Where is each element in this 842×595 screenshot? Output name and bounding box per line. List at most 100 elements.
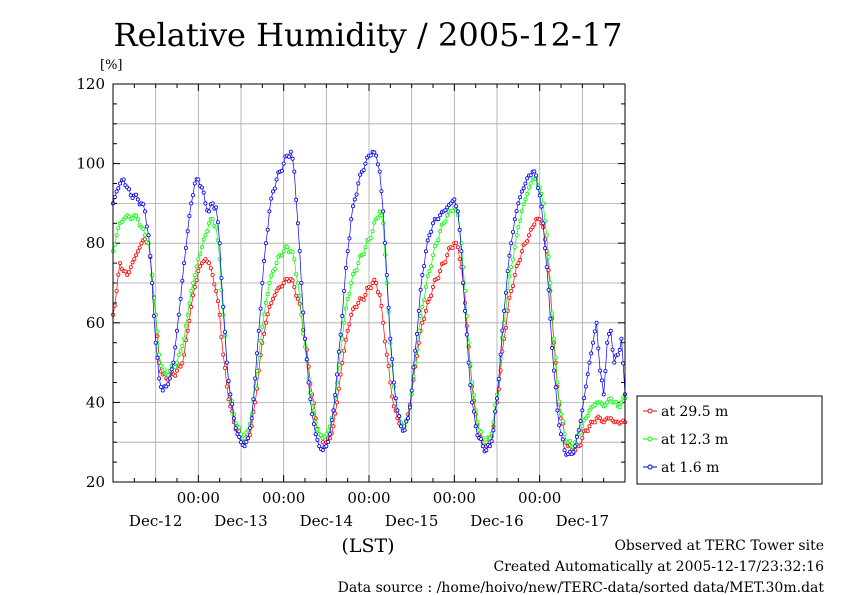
data-point (539, 204, 544, 209)
data-point (450, 208, 455, 213)
data-point (279, 168, 284, 173)
data-point (612, 360, 617, 365)
data-point (226, 397, 231, 402)
data-point (190, 193, 195, 198)
data-point (470, 400, 475, 405)
data-point (608, 396, 613, 401)
data-point (130, 260, 135, 265)
data-point (436, 276, 441, 281)
data-point (185, 328, 190, 333)
data-point (310, 412, 315, 417)
x-tick-date-label: Dec-13 (214, 512, 267, 530)
footer-source-line: Data source : /home/hoivo/new/TERC-data/… (338, 580, 825, 595)
data-point (489, 439, 494, 444)
data-point (555, 408, 560, 413)
data-point (189, 201, 194, 206)
data-point (206, 261, 211, 266)
data-point (601, 392, 606, 397)
data-point (578, 419, 583, 424)
data-point (454, 240, 459, 245)
data-point (203, 233, 208, 238)
data-point (116, 186, 121, 191)
legend-label: at 1.6 m (661, 460, 719, 476)
data-point (187, 301, 192, 306)
data-point (557, 423, 562, 428)
data-point (514, 264, 519, 269)
data-point (338, 372, 343, 377)
data-point (527, 233, 532, 238)
data-point (615, 352, 620, 357)
data-point (580, 424, 585, 429)
data-point (454, 204, 459, 209)
data-point (182, 352, 187, 357)
y-tick-label: 120 (76, 75, 105, 93)
data-point (452, 197, 457, 202)
data-point (130, 216, 135, 221)
data-point (224, 384, 229, 389)
data-point (598, 416, 603, 421)
data-point (429, 229, 434, 234)
data-point (196, 269, 201, 274)
data-point (390, 394, 395, 399)
data-point (127, 187, 132, 192)
chart-title: Relative Humidity / 2005-12-17 (114, 16, 623, 54)
data-point (461, 280, 466, 285)
data-point (253, 400, 258, 405)
data-point (112, 242, 117, 247)
legend-swatch-marker (647, 464, 653, 470)
data-point (512, 217, 517, 222)
data-point (260, 324, 265, 329)
data-point (493, 409, 498, 414)
data-point (173, 373, 178, 378)
data-point (142, 209, 147, 214)
data-point (391, 380, 396, 385)
data-point (190, 281, 195, 286)
data-point (135, 249, 140, 254)
data-point (484, 440, 489, 445)
data-point (349, 280, 354, 285)
data-point (375, 162, 380, 167)
data-point (141, 202, 146, 207)
data-point (368, 236, 373, 241)
data-point (205, 229, 210, 234)
data-point (292, 257, 297, 262)
data-point (265, 227, 270, 232)
data-point (288, 149, 293, 154)
data-point (509, 241, 514, 246)
data-point (221, 352, 226, 357)
data-point (509, 265, 514, 270)
data-point (361, 168, 366, 173)
x-tick-time-label: 00:00 (433, 489, 476, 507)
data-point (418, 313, 423, 318)
data-point (516, 201, 521, 206)
data-point (450, 245, 455, 250)
data-point (281, 161, 286, 166)
data-point (427, 233, 432, 238)
data-point (146, 241, 151, 246)
data-point (534, 173, 539, 178)
data-point (596, 346, 601, 351)
data-point (262, 312, 267, 317)
data-point (308, 397, 313, 402)
data-point (379, 303, 384, 308)
data-point (137, 245, 142, 250)
data-point (361, 252, 366, 257)
data-point (178, 348, 183, 353)
data-point (286, 154, 291, 159)
data-point (217, 241, 222, 246)
data-point (382, 339, 387, 344)
data-point (375, 215, 380, 220)
data-point (331, 408, 336, 413)
data-point (345, 328, 350, 333)
data-point (192, 181, 197, 186)
data-point (384, 272, 389, 277)
data-point (535, 185, 540, 190)
data-point (430, 253, 435, 258)
data-point (299, 280, 304, 285)
data-point (324, 444, 329, 449)
data-point (270, 189, 275, 194)
data-point (528, 181, 533, 186)
data-point (354, 192, 359, 197)
data-point (361, 297, 366, 302)
data-point (377, 169, 382, 174)
